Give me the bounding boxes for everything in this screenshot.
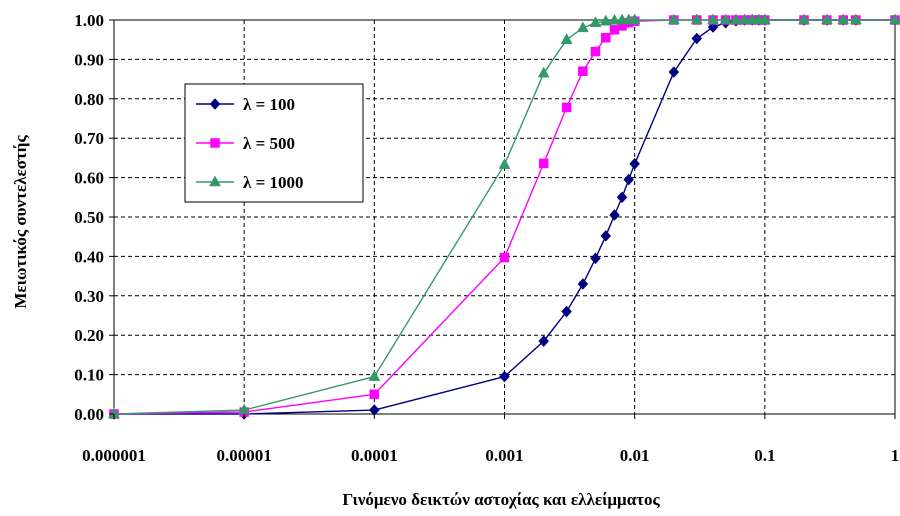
x-tick-label: 0.0001 xyxy=(351,446,398,465)
y-tick-label: 1.00 xyxy=(74,11,104,30)
y-tick-label: 0.00 xyxy=(74,405,104,424)
series-3-point xyxy=(560,33,573,44)
series-3-point xyxy=(758,13,771,25)
series-3-point xyxy=(837,13,850,25)
series-3-point xyxy=(599,14,612,26)
series-2-point xyxy=(561,102,572,113)
series-3 xyxy=(108,13,900,419)
x-tick-label: 0.001 xyxy=(485,446,523,465)
series-3-point xyxy=(798,13,810,25)
y-tick-label: 0.50 xyxy=(74,208,104,227)
series-1-point xyxy=(629,157,641,170)
series-3-point xyxy=(719,13,732,25)
series-2-point xyxy=(590,46,601,57)
series-layer xyxy=(108,13,900,420)
series-3-point xyxy=(537,66,550,78)
x-tick-label: 0.00001 xyxy=(217,446,272,465)
series-2-point xyxy=(538,158,549,169)
series-3-point xyxy=(368,370,381,381)
series-3-point xyxy=(889,13,900,25)
x-axis-ticks: 0.000001 0.00001 0.0001 0.001 0.01 0.1 1 xyxy=(82,414,899,465)
y-tick-label: 0.40 xyxy=(74,247,104,266)
series-2-point xyxy=(601,32,611,43)
series-1-point xyxy=(499,370,510,383)
y-tick-label: 0.70 xyxy=(74,129,104,148)
x-tick-label: 0.000001 xyxy=(82,446,146,465)
series-3-point xyxy=(821,13,833,25)
series-1-point xyxy=(561,305,572,318)
y-axis-label: Μειωτικός συντελεστής xyxy=(11,135,30,309)
grid xyxy=(114,20,895,414)
x-tick-label: 0.01 xyxy=(620,446,650,465)
series-3-point xyxy=(498,158,511,169)
legend-label-3: λ = 1000 xyxy=(243,173,304,192)
series-3-point xyxy=(608,13,621,25)
y-tick-label: 0.60 xyxy=(74,169,104,188)
series-3-point xyxy=(589,16,602,28)
y-tick-label: 0.10 xyxy=(74,366,104,385)
series-1-point xyxy=(609,209,620,221)
legend-label-2: λ = 500 xyxy=(243,134,295,153)
x-tick-label: 1 xyxy=(891,446,900,465)
series-1-point xyxy=(600,230,612,242)
legend-label-1: λ = 100 xyxy=(243,95,295,114)
y-axis-ticks: 0.00 0.10 0.20 0.30 0.40 0.50 0.60 0.70 0.80 0.90… xyxy=(74,11,114,424)
legend-marker-2 xyxy=(210,138,220,148)
series-1-point xyxy=(590,252,601,265)
y-tick-label: 0.90 xyxy=(74,50,104,69)
series-3-point xyxy=(730,13,742,25)
x-tick-label: 0.1 xyxy=(754,446,775,465)
series-3-point xyxy=(707,13,719,25)
series-1-point xyxy=(577,278,589,290)
series-1-point xyxy=(623,173,635,186)
series-1-point xyxy=(691,32,703,45)
series-3-point xyxy=(576,21,589,33)
legend-marker-1 xyxy=(209,98,221,110)
series-2-point xyxy=(578,66,588,76)
series-3-point xyxy=(849,13,862,25)
series-1-point xyxy=(538,335,550,347)
series-2-point xyxy=(499,252,510,263)
series-3-point xyxy=(738,13,751,25)
x-axis-label: Γινόμενο δεικτών αστοχίας και ελλείμματο… xyxy=(342,490,660,509)
y-tick-label: 0.30 xyxy=(74,287,104,306)
series-1-point xyxy=(616,191,628,204)
series-1-point xyxy=(668,66,680,78)
series-2-point xyxy=(369,389,380,400)
series-3-point xyxy=(628,13,641,25)
series-3-point xyxy=(667,13,680,25)
legend: λ = 100 λ = 500 λ = 1000 xyxy=(184,83,364,203)
y-tick-label: 0.20 xyxy=(74,326,104,345)
legend-marker-3 xyxy=(209,175,221,187)
y-tick-label: 0.80 xyxy=(74,90,104,109)
series-3-point xyxy=(690,13,703,25)
